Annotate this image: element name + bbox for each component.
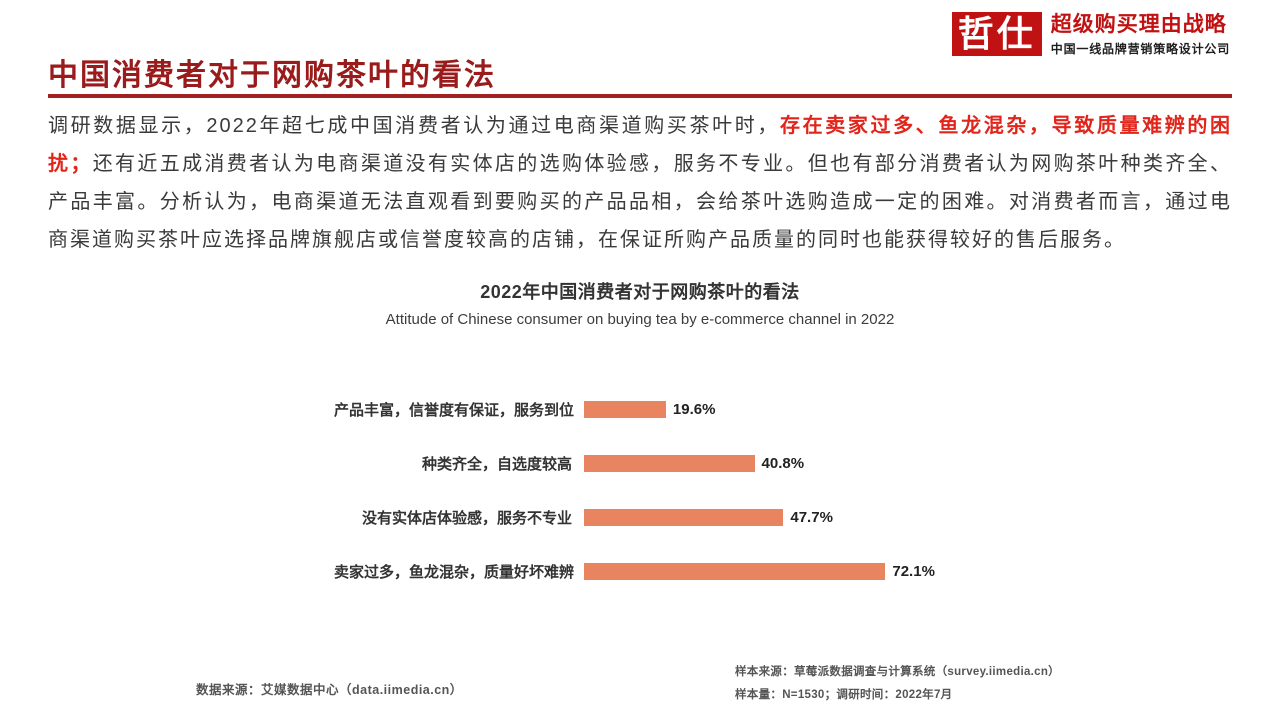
- brand-logo-mark: 哲仕: [951, 12, 1042, 56]
- bar-row: 没有实体店体验感，服务不专业 47.7%: [334, 490, 1002, 544]
- body-segment-highlight: 存在卖家过多、鱼龙混杂，导致质量难辨的困扰；: [48, 115, 1233, 175]
- sample-notes: 样本来源：草莓派数据调查与计算系统（survey.iimedia.cn） 样本量…: [735, 661, 1060, 707]
- sample-source-note: 样本来源：草莓派数据调查与计算系统（survey.iimedia.cn）: [735, 666, 1060, 678]
- bar-row: 产品丰富，信誉度有保证，服务到位 19.6%: [334, 382, 1002, 436]
- brand-logo-text: 哲仕: [957, 13, 1036, 54]
- title-underline: [48, 94, 1232, 98]
- bar-value-label: 72.1%: [892, 562, 935, 580]
- bar: [584, 562, 886, 580]
- body-segment: 还有近五成消费者认为电商渠道没有实体店的选购体验感，服务不专业。但也有部分消费者…: [48, 153, 1233, 251]
- bar: [584, 508, 784, 526]
- bar-chart: 2022年中国消费者对于网购茶叶的看法 Attitude of Chinese …: [48, 280, 1232, 598]
- brand-subtitle: 中国一线品牌营销策略设计公司: [1050, 42, 1230, 56]
- bar-category-label: 产品丰富，信誉度有保证，服务到位: [334, 401, 575, 419]
- brand-text: 超级购买理由战略 中国一线品牌营销策略设计公司: [1051, 12, 1230, 57]
- brand-logo: 哲仕 超级购买理由战略 中国一线品牌营销策略设计公司: [951, 12, 1230, 57]
- bar: [584, 400, 666, 418]
- body-paragraph: 调研数据显示，2022年超七成中国消费者认为通过电商渠道购买茶叶时，存在卖家过多…: [48, 107, 1232, 259]
- brand-tagline: 超级购买理由战略: [1050, 13, 1227, 36]
- bar-category-label: 种类齐全，自选度较高: [421, 455, 572, 473]
- bar-value-label: 47.7%: [790, 508, 833, 526]
- chart-subtitle: Attitude of Chinese consumer on buying t…: [385, 311, 895, 328]
- bar-value-label: 19.6%: [672, 400, 716, 418]
- bar-track: 40.8%: [584, 454, 1002, 472]
- data-source-note: 数据来源：艾媒数据中心（data.iimedia.cn）: [196, 683, 463, 697]
- bar: [584, 454, 755, 472]
- bar-value-label: 40.8%: [761, 454, 805, 472]
- sample-size-note: 样本量：N=1530；调研时间：2022年7月: [735, 689, 953, 701]
- bar-category-label: 卖家过多，鱼龙混杂，质量好坏难辨: [334, 563, 575, 581]
- page-title: 中国消费者对于网购茶叶的看法: [48, 59, 496, 92]
- bar-row: 卖家过多，鱼龙混杂，质量好坏难辨 72.1%: [334, 544, 1002, 598]
- bar-rows: 产品丰富，信誉度有保证，服务到位 19.6% 种类齐全，自选度较高 40.8% 没有实体…: [334, 382, 1002, 598]
- bar-row: 种类齐全，自选度较高 40.8%: [334, 436, 1002, 490]
- bar-category-label: 没有实体店体验感，服务不专业: [361, 509, 572, 527]
- bar-track: 72.1%: [584, 562, 1002, 580]
- bar-track: 19.6%: [584, 400, 1002, 418]
- bar-track: 47.7%: [584, 508, 1002, 526]
- chart-title: 2022年中国消费者对于网购茶叶的看法: [480, 282, 800, 302]
- body-segment: 调研数据显示，2022年超七成中国消费者认为通过电商渠道购买茶叶时，: [48, 115, 781, 137]
